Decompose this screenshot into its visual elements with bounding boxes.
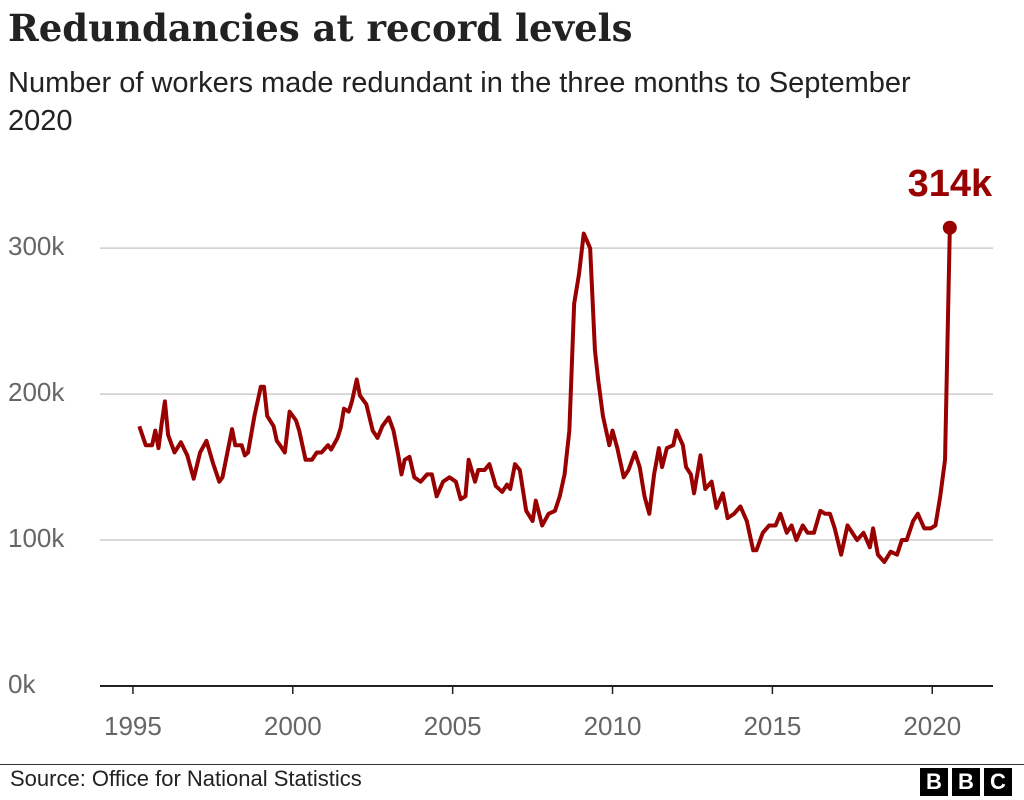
annotation: 314k [908, 163, 993, 205]
end-point [942, 220, 957, 235]
logo: B B C [920, 768, 1012, 796]
x-tick-label: 1995 [104, 711, 162, 741]
x-tick-label: 2005 [424, 711, 482, 741]
chart-subtitle: Number of workers made redundant in the … [8, 67, 911, 137]
logo-letter: C [984, 768, 1012, 796]
source: Source: Office for National Statistics [10, 766, 362, 791]
logo-letter: B [952, 768, 980, 796]
x-tick-label: 2015 [743, 711, 801, 741]
y-tick-label: 200k [8, 377, 65, 407]
line [137, 227, 952, 564]
x-tick-label: 2020 [903, 711, 961, 741]
chart-title: Redundancies at record levels [8, 6, 633, 50]
y-tick-label: 100k [8, 523, 65, 553]
logo-letter: B [920, 768, 948, 796]
x-tick-label: 2010 [584, 711, 642, 741]
y-tick-label: 0k [8, 669, 36, 699]
footer-rule [0, 764, 1024, 765]
y-tick-label: 300k [8, 231, 65, 261]
chart: 0k 100k 200k 300k 1995 2000 2005 2010 2015 2020 31… [8, 163, 993, 741]
x-tick-label: 2000 [264, 711, 322, 741]
